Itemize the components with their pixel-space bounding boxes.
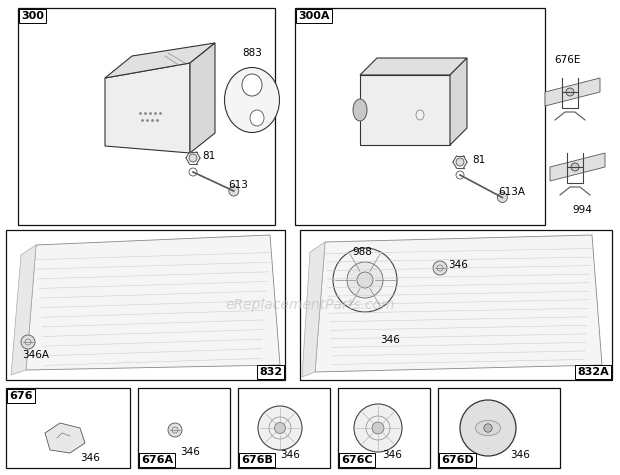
Text: 676B: 676B <box>241 455 273 465</box>
Text: 346: 346 <box>180 447 200 457</box>
Text: 346: 346 <box>382 450 402 460</box>
Text: 300A: 300A <box>298 11 329 21</box>
Text: 832A: 832A <box>577 367 609 377</box>
Text: 346: 346 <box>280 450 300 460</box>
Ellipse shape <box>353 99 367 121</box>
Polygon shape <box>545 78 600 106</box>
Text: 676D: 676D <box>441 455 474 465</box>
Ellipse shape <box>416 110 424 120</box>
Text: 676A: 676A <box>141 455 173 465</box>
Polygon shape <box>360 75 450 145</box>
Circle shape <box>497 192 507 202</box>
Circle shape <box>433 261 447 275</box>
Text: eReplacementParts.com: eReplacementParts.com <box>225 298 395 312</box>
Circle shape <box>21 335 35 349</box>
Text: 81: 81 <box>472 155 485 165</box>
Polygon shape <box>450 58 467 145</box>
Polygon shape <box>550 153 605 181</box>
Circle shape <box>347 262 383 298</box>
Text: 832: 832 <box>259 367 282 377</box>
Text: 346: 346 <box>448 260 468 270</box>
Circle shape <box>456 158 464 166</box>
Circle shape <box>566 88 574 96</box>
Ellipse shape <box>476 420 500 436</box>
Circle shape <box>354 404 402 452</box>
Bar <box>18 8 275 225</box>
Text: 676: 676 <box>9 391 32 401</box>
Circle shape <box>460 400 516 456</box>
Bar <box>338 388 430 468</box>
Bar <box>238 388 330 468</box>
Circle shape <box>571 163 579 171</box>
Bar <box>300 230 612 380</box>
Text: 676C: 676C <box>341 455 373 465</box>
Text: 994: 994 <box>572 205 592 215</box>
Circle shape <box>484 424 492 432</box>
Polygon shape <box>302 242 325 377</box>
Text: 300: 300 <box>21 11 44 21</box>
Ellipse shape <box>224 67 280 133</box>
Text: 346: 346 <box>80 453 100 463</box>
Bar <box>295 8 545 225</box>
Circle shape <box>189 154 197 162</box>
Text: 883: 883 <box>242 48 262 58</box>
Text: 613A: 613A <box>498 187 525 197</box>
Ellipse shape <box>242 74 262 96</box>
Bar <box>6 230 285 380</box>
Text: 613: 613 <box>228 180 248 190</box>
Text: 346A: 346A <box>22 350 49 360</box>
Ellipse shape <box>250 110 264 126</box>
Text: 346: 346 <box>380 335 400 345</box>
Bar <box>6 388 130 468</box>
Bar <box>438 388 560 468</box>
Text: 988: 988 <box>352 247 372 257</box>
Polygon shape <box>45 423 85 453</box>
Polygon shape <box>26 235 280 370</box>
Polygon shape <box>105 63 190 153</box>
Circle shape <box>168 423 182 437</box>
Circle shape <box>372 422 384 434</box>
Polygon shape <box>190 43 215 153</box>
Polygon shape <box>11 245 36 375</box>
Circle shape <box>258 406 302 450</box>
Polygon shape <box>360 58 467 75</box>
Text: 346: 346 <box>510 450 530 460</box>
Circle shape <box>229 186 239 196</box>
Text: 676E: 676E <box>554 55 580 65</box>
Polygon shape <box>105 43 215 78</box>
Bar <box>138 388 230 468</box>
Text: 81: 81 <box>202 151 215 161</box>
Circle shape <box>357 272 373 288</box>
Circle shape <box>333 248 397 312</box>
Polygon shape <box>315 235 602 372</box>
Circle shape <box>275 422 285 434</box>
